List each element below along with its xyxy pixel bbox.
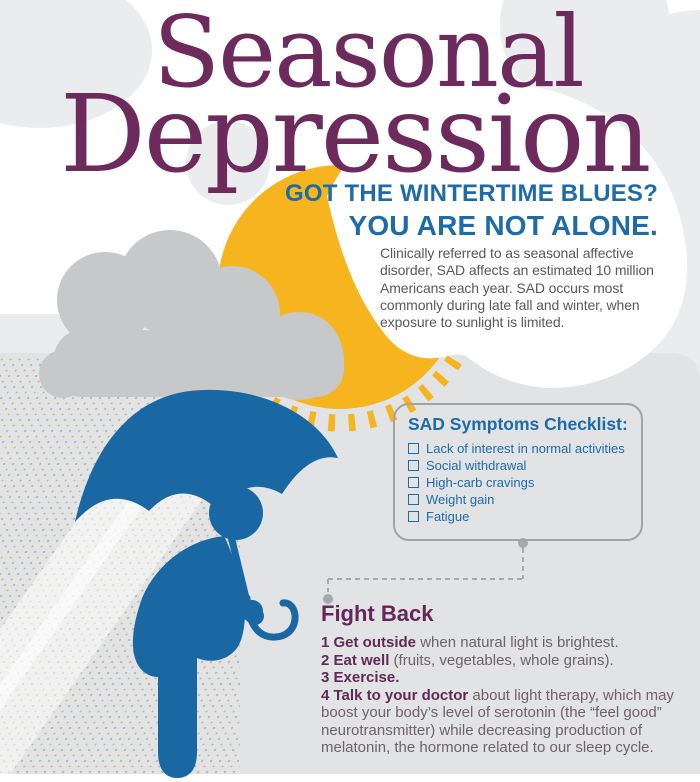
symptoms-checklist-box: SAD Symptoms Checklist: Lack of interest… [393, 403, 643, 541]
fight-back-item: 1 Get outside when natural light is brig… [321, 634, 619, 651]
person-silhouette [132, 486, 264, 778]
fight-back-section: Fight Back 1 Get outside when natural li… [321, 601, 675, 757]
symptom-label: Fatigue [426, 509, 470, 524]
symptom-item: Weight gain [408, 491, 641, 508]
symptom-label: High-carb cravings [426, 475, 535, 490]
fight-back-item-lead: 4 Talk to your doctor [321, 686, 469, 704]
page-title-line2: Depression [60, 73, 651, 197]
intro-paragraph: Clinically referred to as seasonal affec… [380, 245, 654, 331]
fight-back-title: Fight Back [321, 601, 434, 626]
symptom-list: Lack of interest in normal activities Soc… [408, 440, 641, 525]
headline-not-alone: YOU ARE NOT ALONE. [348, 210, 658, 241]
symptom-item: Social withdrawal [408, 457, 641, 474]
fight-back-item: 4 Talk to your doctor about light therap… [321, 686, 674, 757]
symptom-label: Weight gain [426, 492, 495, 507]
symptom-item: Fatigue [408, 508, 641, 525]
white-cloud-blob [327, 83, 688, 389]
checkbox-icon [408, 511, 419, 522]
cloud-icon [39, 230, 344, 400]
symptom-label: Lack of interest in normal activities [426, 441, 625, 456]
fight-back-item-lead: 1 Get outside [321, 634, 417, 651]
checkbox-icon [408, 443, 419, 454]
fight-back-list: 1 Get outside when natural light is brig… [321, 634, 675, 757]
page-title-line1: Seasonal [153, 0, 585, 110]
symptom-item: Lack of interest in normal activities [408, 440, 641, 457]
fight-back-item: 3 Exercise. [321, 669, 675, 687]
checklist-title: SAD Symptoms Checklist: [408, 414, 628, 434]
intro-headlines: GOT THE WINTERTIME BLUES? YOU ARE NOT AL… [285, 180, 658, 242]
checkbox-icon [408, 477, 419, 488]
symptom-item: High-carb cravings [408, 474, 641, 491]
checkbox-icon [408, 460, 419, 471]
symptom-label: Social withdrawal [426, 458, 527, 473]
headline-wintertime-blues: GOT THE WINTERTIME BLUES? [285, 180, 658, 207]
fight-back-item-lead: 3 Exercise. [321, 669, 400, 686]
checkbox-icon [408, 494, 419, 505]
fight-back-item-lead: 2 Eat well [321, 651, 390, 669]
fight-back-item: 2 Eat well (fruits, vegetables, whole gr… [321, 651, 614, 669]
